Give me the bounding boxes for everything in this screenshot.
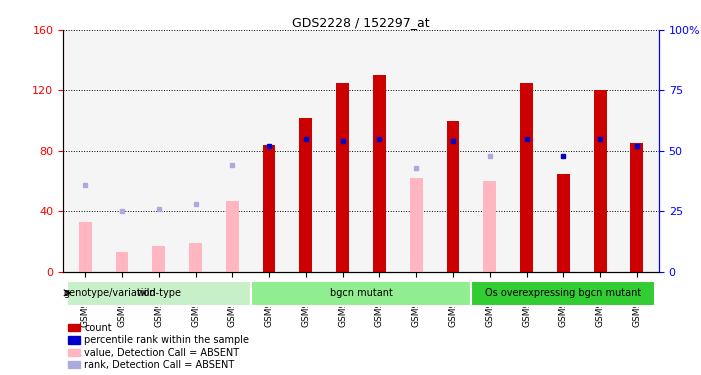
Text: wild-type: wild-type [136,288,182,298]
Text: genotype/variation: genotype/variation [64,288,156,298]
Bar [447,121,459,272]
Bar [410,178,423,272]
Bar [520,83,533,272]
Bar [79,222,92,272]
Bar [557,174,570,272]
Bar [373,75,386,272]
Bar [594,90,606,272]
Bar [299,118,312,272]
Bar [67,281,251,306]
Bar [189,243,202,272]
Bar [471,281,655,306]
Bar [226,201,239,272]
Bar [630,143,644,272]
Legend: count, percentile rank within the sample, value, Detection Call = ABSENT, rank, : count, percentile rank within the sample… [68,323,250,370]
Text: Os overexpressing bgcn mutant: Os overexpressing bgcn mutant [485,288,641,298]
Title: GDS2228 / 152297_at: GDS2228 / 152297_at [292,16,430,29]
Bar [152,246,165,272]
Text: bgcn mutant: bgcn mutant [329,288,393,298]
Bar [336,83,349,272]
Bar [251,281,471,306]
Bar [116,252,128,272]
Bar [263,145,275,272]
Bar [483,181,496,272]
